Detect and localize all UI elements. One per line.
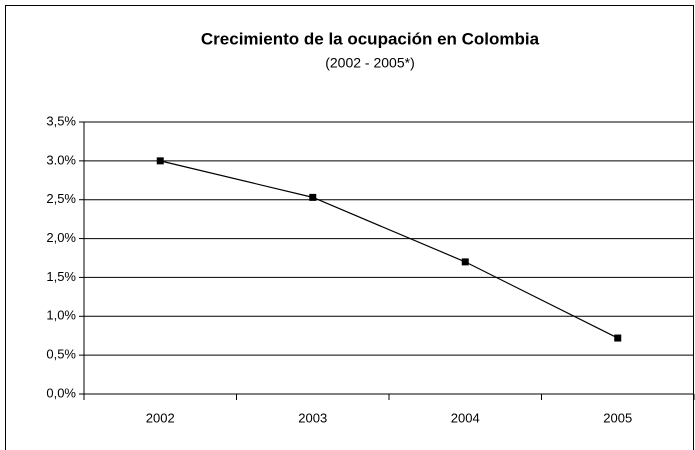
marker bbox=[614, 334, 622, 342]
chart-frame bbox=[5, 5, 694, 450]
y-tick-label: 0,0% bbox=[46, 385, 76, 400]
marker bbox=[461, 258, 469, 266]
line bbox=[160, 160, 619, 339]
x-tick-label: 2004 bbox=[451, 410, 480, 425]
y-tick-label: 2,5% bbox=[46, 191, 76, 206]
y-tick-label: 0,5% bbox=[46, 347, 76, 362]
chart-title: Crecimiento de la ocupación en Colombia bbox=[201, 29, 540, 48]
x-tick-label: 2005 bbox=[603, 410, 632, 425]
x-tick-label: 2002 bbox=[146, 410, 175, 425]
x-tick-label: 2003 bbox=[298, 410, 327, 425]
chart-subtitle: (2002 - 2005*) bbox=[325, 55, 415, 71]
y-tick-label: 1,0% bbox=[46, 308, 76, 323]
marker bbox=[156, 157, 164, 165]
y-tick-label: 3,5% bbox=[46, 113, 76, 128]
y-tick-label: 1,5% bbox=[46, 269, 76, 284]
y-tick-label: 3.0% bbox=[46, 152, 76, 167]
marker bbox=[309, 193, 317, 201]
y-tick-label: 2,0% bbox=[46, 230, 76, 245]
